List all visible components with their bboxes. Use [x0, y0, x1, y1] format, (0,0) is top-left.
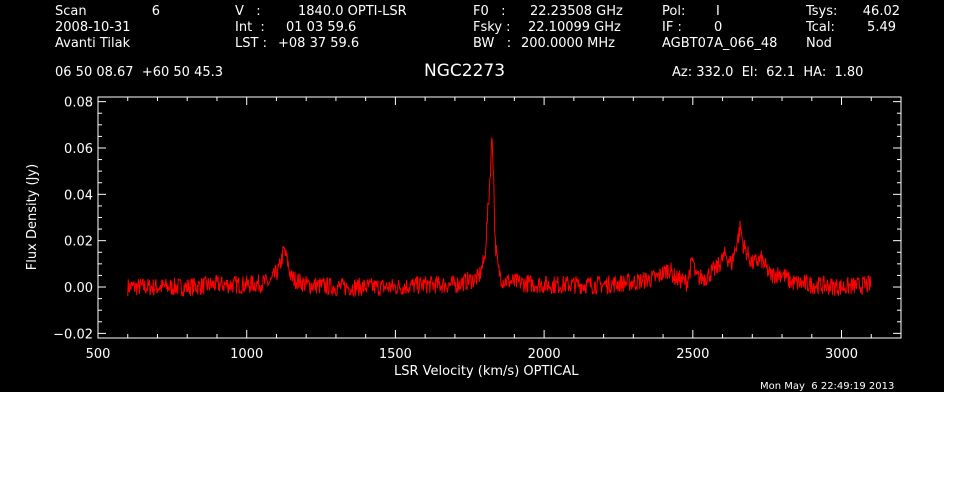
- if-value: 0: [714, 20, 723, 35]
- fsky-value: 22.10099 GHz: [528, 20, 621, 35]
- y-tick-label: 0.00: [64, 281, 93, 296]
- if-label: IF :: [662, 20, 682, 35]
- project-text: AGBT07A_066_48: [662, 36, 778, 51]
- x-tick-label: 1500: [379, 347, 412, 362]
- plot-frame: [97, 96, 902, 339]
- velocity-value: 1840.0 OPTI-LSR: [298, 4, 407, 19]
- y-tick-label: 0.02: [64, 235, 93, 250]
- bandwidth-label: BW :: [473, 36, 512, 51]
- integration-label: Int :: [235, 20, 265, 35]
- source-title: NGC2273: [424, 61, 506, 81]
- lst-value: +08 37 59.6: [278, 36, 360, 51]
- y-tick-label: 0.06: [64, 142, 93, 157]
- x-tick-label: 2000: [528, 347, 561, 362]
- y-axis-label: Flux Density (Jy): [25, 163, 40, 271]
- scan-label: Scan: [55, 4, 87, 19]
- date-text: 2008-10-31: [55, 20, 131, 35]
- mode-text: Nod: [806, 36, 832, 51]
- y-tick-label: 0.08: [64, 96, 93, 111]
- integration-value: 01 03 59.6: [286, 20, 357, 35]
- observer-text: Avanti Tilak: [55, 36, 131, 51]
- tsys-value: 46.02: [862, 4, 900, 19]
- lst-label: LST :: [235, 36, 267, 51]
- x-tick-label: 3000: [825, 347, 858, 362]
- x-axis-label: LSR Velocity (km/s) OPTICAL: [394, 364, 579, 379]
- f0-value: 22.23508 GHz: [530, 4, 623, 19]
- spectrum-line: [127, 137, 872, 299]
- x-tick-label: 500: [86, 347, 111, 362]
- scan-value: 6: [151, 4, 160, 19]
- coordinates-text: 06 50 08.67 +60 50 45.3: [55, 65, 224, 80]
- tcal-value: 5.49: [867, 20, 896, 35]
- tsys-label: Tsys:: [806, 4, 838, 19]
- y-tick-label: 0.04: [64, 188, 93, 203]
- pol-value: I: [716, 4, 720, 19]
- tcal-label: Tcal:: [806, 20, 835, 35]
- plot-panel: [0, 0, 944, 392]
- spectrum-chart: 500 1000 1500 2000 2500 3000 −0.02 0.00 0.02 0.04…: [53, 96, 902, 362]
- x-tick-label: 2500: [676, 347, 709, 362]
- x-tick-label: 1000: [230, 347, 263, 362]
- timestamp-text: Mon May 6 22:49:19 2013: [760, 381, 895, 392]
- f0-label: F0 :: [473, 4, 506, 19]
- bandwidth-value: 200.0000 MHz: [521, 36, 615, 51]
- pointing-text: Az: 332.0 El: 62.1 HA: 1.80: [672, 65, 864, 80]
- y-tick-label: −0.02: [53, 327, 93, 342]
- velocity-label: V :: [235, 4, 261, 19]
- pol-label: Pol:: [662, 4, 686, 19]
- fsky-label: Fsky :: [473, 20, 511, 35]
